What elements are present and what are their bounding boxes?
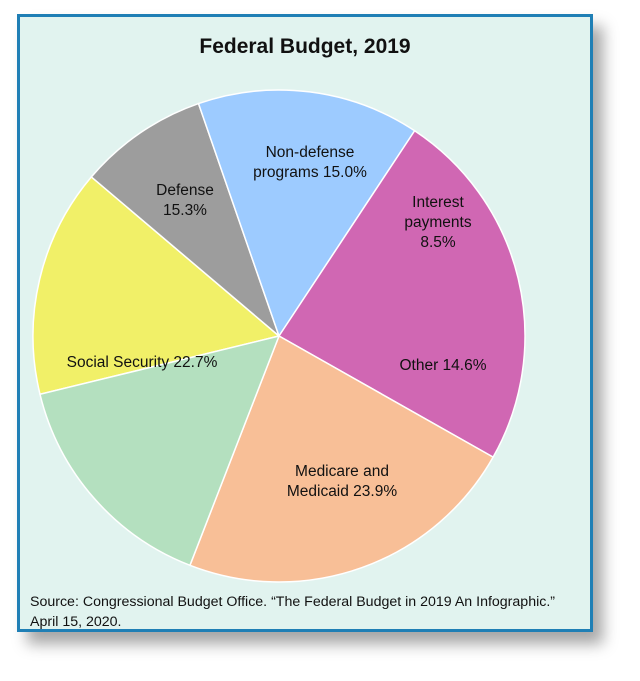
source-line-1: Source: Congressional Budget Office. “Th… (30, 594, 555, 610)
pie-slice-medicare-and-medicaid (277, 129, 526, 459)
source-line-2: April 15, 2020. (30, 614, 122, 630)
slice-label-non-defense-programs: Non-defense programs 15.0% (253, 144, 367, 181)
chart-frame: Federal Budget, 2019 Non-defense programs… (17, 14, 593, 632)
pie-slice-other (197, 89, 416, 338)
slice-label-medicare-and-medicaid: Medicare and Medicaid 23.9% (287, 463, 398, 500)
pie-slice-defense (39, 334, 281, 567)
pie-slice-interest-payments (90, 102, 281, 339)
pie-slice-social-security (188, 334, 495, 583)
source-note: Source: Congressional Budget Office. “Th… (30, 592, 580, 632)
slice-label-interest-payments: Interest payments 8.5% (404, 194, 471, 251)
slice-label-other: Other 14.6% (399, 357, 486, 374)
slice-label-defense: Defense 15.3% (156, 182, 214, 219)
pie-chart: Non-defense programs 15.0% Interest payment… (32, 89, 526, 583)
slice-label-social-security: Social Security 22.7% (67, 354, 218, 371)
pie-slice-non-defense-programs (32, 175, 281, 396)
chart-title: Federal Budget, 2019 (199, 35, 411, 58)
